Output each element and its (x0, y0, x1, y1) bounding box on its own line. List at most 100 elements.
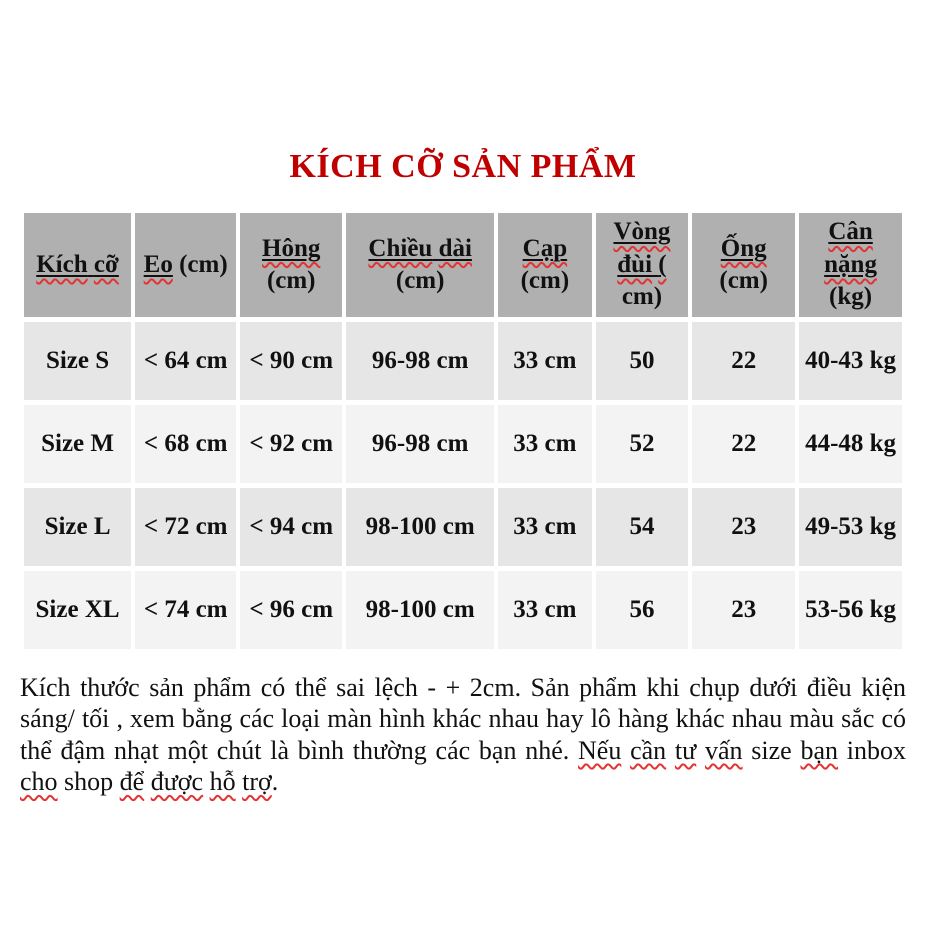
header-underlined-text: Cân (828, 218, 872, 245)
table-cell: Size S (24, 322, 132, 400)
spellcheck-underlined-word: cho (20, 767, 58, 797)
table-cell: 96-98 cm (346, 405, 495, 483)
table-cell: < 94 cm (240, 488, 343, 566)
table-cell: 56 (595, 571, 689, 649)
header-line: cm) (621, 283, 663, 311)
header-line: (cm) (719, 267, 768, 294)
table-body: Size S < 64 cm < 90 cm 96-98 cm 33 cm 50 22 40-… (24, 322, 902, 649)
header-line: Kích cỡ (26, 249, 129, 282)
header-cell-eo: Eo (cm) (135, 213, 237, 317)
spellcheck-underlined-word: dài (438, 234, 472, 262)
header-underlined-text: nặng (824, 251, 877, 278)
header-cell-chieu-dai: Chiều dài (cm) (346, 213, 495, 317)
spellcheck-underlined-word: ( (658, 250, 667, 278)
header-underlined-text: Kích cỡ (36, 251, 119, 278)
spellcheck-underlined-word: bạn (800, 735, 839, 765)
spellcheck-underlined-word: đùi (617, 250, 653, 278)
header-line: (cm) (520, 267, 570, 294)
table-cell: < 96 cm (240, 571, 343, 649)
spellcheck-underlined-word: Hông (262, 234, 321, 262)
spellcheck-underlined-word: Kích (36, 250, 88, 278)
header-line: (cm) (395, 267, 445, 294)
header-underlined-text: Vòng (613, 218, 670, 245)
table-cell: 22 (692, 322, 796, 400)
table-cell: < 90 cm (240, 322, 343, 400)
table-cell: 40-43 kg (799, 322, 902, 400)
table-cell: < 72 cm (135, 488, 237, 566)
table-cell: < 92 cm (240, 405, 343, 483)
table-cell: 52 (595, 405, 689, 483)
table-cell: 33 cm (498, 405, 592, 483)
header-line: Chiều dài (348, 233, 492, 266)
spellcheck-underlined-word: vấn (705, 735, 743, 765)
footer-note: Kích thước sản phẩm có thể sai lệch - + … (20, 673, 906, 797)
table-row: Size M < 68 cm < 92 cm 96-98 cm 33 cm 52 22 44-… (24, 405, 902, 483)
table-row: Size S < 64 cm < 90 cm 96-98 cm 33 cm 50 22 40-… (24, 322, 902, 400)
header-row: Kích cỡ Eo (cm) Hông (cm) Chiều dài (cm) Cạp (c… (24, 213, 902, 317)
header-underlined-text: Eo (144, 251, 173, 278)
table-cell: < 68 cm (135, 405, 237, 483)
spellcheck-underlined-word: tư (674, 735, 697, 765)
table-row: Size XL < 74 cm < 96 cm 98-100 cm 33 cm 56 23 5… (24, 571, 902, 649)
spellcheck-underlined-word: hỗ (209, 767, 236, 797)
spellcheck-underlined-word: trợ (242, 767, 272, 797)
spellcheck-underlined-word: Chiều (368, 234, 433, 262)
table-cell: 22 (692, 405, 796, 483)
header-cell-can-nang: Cân nặng (kg) (799, 213, 902, 317)
table-cell: 53-56 kg (799, 571, 902, 649)
header-line: (cm) (266, 267, 316, 294)
page-title: KÍCH CỠ SẢN PHẨM (289, 148, 637, 185)
table-cell: 44-48 kg (799, 405, 902, 483)
spellcheck-underlined-word: cỡ (93, 250, 119, 278)
table-cell: 33 cm (498, 488, 592, 566)
table-cell: 49-53 kg (799, 488, 902, 566)
header-line: Eo (cm) (143, 250, 228, 278)
header-underlined-text: Hông (262, 235, 320, 262)
table-cell: 23 (692, 571, 796, 649)
spellcheck-underlined-word: nặng (824, 250, 877, 278)
table-cell: 23 (692, 488, 796, 566)
spellcheck-underlined-word: Vòng (613, 218, 671, 246)
header-cell-hong: Hông (cm) (240, 213, 343, 317)
spellcheck-underlined-word: để (119, 767, 145, 797)
table-cell: 98-100 cm (346, 571, 495, 649)
header-underlined-text: Cạp (523, 235, 567, 262)
header-line: (kg) (829, 283, 873, 311)
table-row: Size L < 72 cm < 94 cm 98-100 cm 33 cm 54 23 49… (24, 488, 902, 566)
header-line: Cạp (500, 233, 590, 266)
table-cell: Size XL (24, 571, 132, 649)
header-underlined-text: đùi ( (617, 251, 666, 278)
spellcheck-underlined-word: Nếu (578, 735, 622, 765)
table-cell: < 74 cm (135, 571, 237, 649)
size-chart-table: Kích cỡ Eo (cm) Hông (cm) Chiều dài (cm) Cạp (c… (20, 208, 906, 654)
table-cell: < 64 cm (135, 322, 237, 400)
header-line: nặng (801, 249, 900, 282)
table-cell: 98-100 cm (346, 488, 495, 566)
spellcheck-underlined-word: Cân (828, 218, 873, 246)
table-cell: 54 (595, 488, 689, 566)
table-cell: 50 (595, 322, 689, 400)
spellcheck-underlined-word: Ống (720, 234, 767, 262)
header-line: đùi ( (598, 249, 687, 282)
header-underlined-text: Ống (721, 235, 767, 262)
header-cell-ong: Ống (cm) (692, 213, 796, 317)
table-header: Kích cỡ Eo (cm) Hông (cm) Chiều dài (cm) Cạp (c… (24, 213, 902, 317)
table-cell: Size M (24, 405, 132, 483)
spellcheck-underlined-word: được (150, 767, 204, 797)
header-line: Vòng (598, 216, 687, 249)
table-cell: 96-98 cm (346, 322, 495, 400)
spellcheck-underlined-word: Eo (143, 250, 173, 278)
spellcheck-underlined-word: cần (630, 735, 667, 765)
header-cell-cap: Cạp (cm) (498, 213, 592, 317)
header-line: Ống (694, 233, 793, 266)
header-line: Cân (801, 216, 900, 249)
header-cell-vong-dui: Vòng đùi ( cm) (595, 213, 689, 317)
header-underlined-text: Chiều dài (368, 235, 472, 262)
spellcheck-underlined-word: Cạp (522, 234, 568, 262)
table-cell: 33 cm (498, 571, 592, 649)
header-cell-kich-co: Kích cỡ (24, 213, 132, 317)
header-line: Hông (242, 233, 340, 266)
table-cell: Size L (24, 488, 132, 566)
table-cell: 33 cm (498, 322, 592, 400)
